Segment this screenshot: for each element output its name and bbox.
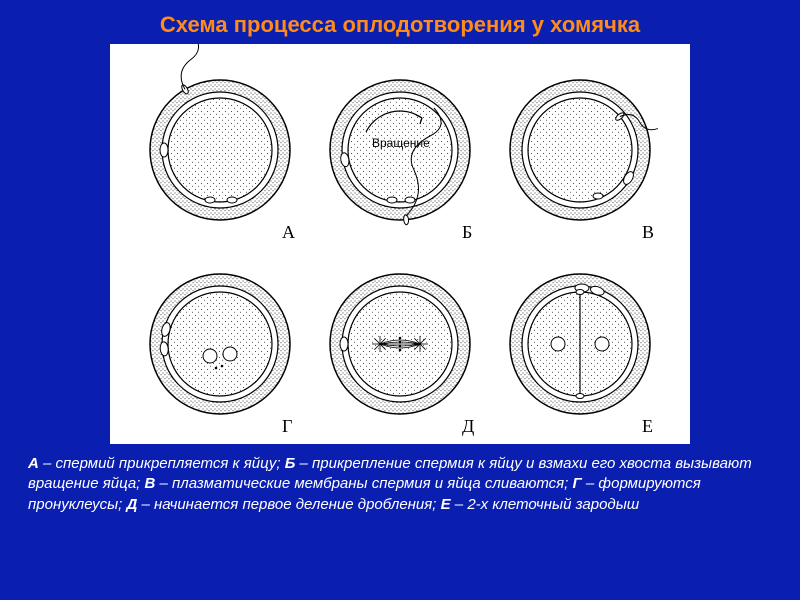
caption-d-lead: Д <box>126 496 137 513</box>
label-a: А <box>282 222 295 243</box>
label-v: В <box>642 222 654 243</box>
rotation-label: Вращение <box>372 136 430 150</box>
caption-v: – плазматические мембраны спермия и яйца… <box>155 475 572 492</box>
page-title: Схема процесса оплодотворения у хомячка <box>0 0 800 44</box>
label-e: Е <box>642 416 653 437</box>
caption-e-lead: Е <box>441 496 451 513</box>
caption: А – спермий прикрепляется к яйцу; Б – пр… <box>0 444 800 515</box>
diagram-svg <box>110 44 690 444</box>
caption-a: – спермий прикрепляется к яйцу; <box>39 455 285 472</box>
caption-v-lead: В <box>145 475 156 492</box>
diagram-figure: Вращение А Б В Г Д Е <box>110 44 690 444</box>
label-g: Г <box>282 416 292 437</box>
caption-a-lead: А <box>28 455 39 472</box>
caption-d: – начинается первое деление дробления; <box>137 496 440 513</box>
caption-e: – 2-х клеточный зародыш <box>451 496 640 513</box>
label-d: Д <box>462 416 474 437</box>
caption-b-lead: Б <box>285 455 296 472</box>
label-b: Б <box>462 222 472 243</box>
caption-g-lead: Г <box>573 475 582 492</box>
